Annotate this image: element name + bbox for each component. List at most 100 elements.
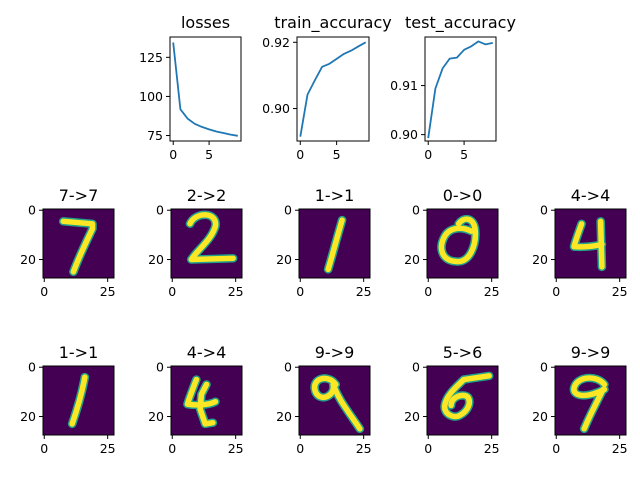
- y-tick-label: 100: [139, 89, 163, 104]
- plot-frame: [424, 36, 497, 142]
- digit-strokes: [323, 215, 347, 274]
- digit-stroke: [197, 381, 216, 427]
- digit-strokes: [440, 371, 494, 421]
- digit-frame: [42, 365, 115, 436]
- x-tick-label: 5: [333, 147, 341, 162]
- digit-frame: [554, 365, 627, 436]
- digit-panel: 5->6 0 25 0 20: [404, 343, 500, 456]
- plot-frame: [296, 36, 370, 142]
- x-tick-label: 25: [100, 441, 116, 456]
- digit-frame: [554, 208, 627, 279]
- series-line: [172, 42, 238, 137]
- y-tick-label: 0: [284, 360, 292, 375]
- y-tick-label: 20: [148, 409, 164, 424]
- x-tick-label: 0: [296, 284, 304, 299]
- digit-panel: 7->7 0 25 0 20: [20, 186, 116, 299]
- x-tick-label: 0: [424, 147, 432, 162]
- digit-frame: [298, 208, 371, 279]
- digit-stroke: [438, 216, 479, 265]
- x-tick-label: 25: [484, 441, 500, 456]
- digit-label: 7->7: [59, 186, 99, 205]
- x-tick-label: 0: [552, 441, 560, 456]
- digit-label: 0->0: [443, 186, 483, 205]
- digit-frame: [298, 365, 371, 436]
- x-tick-label: 25: [356, 441, 372, 456]
- series-line: [427, 40, 493, 139]
- digit-stroke: [441, 376, 473, 420]
- y-tick-label: 0.90: [390, 127, 418, 142]
- digit-panel: 4->4 0 25 0 20: [532, 186, 628, 299]
- digit-frame: [42, 208, 115, 279]
- x-tick-label: 0: [168, 284, 176, 299]
- x-tick-label: 0: [40, 284, 48, 299]
- digit-strokes: [58, 217, 97, 277]
- digit-stroke: [60, 218, 96, 275]
- digit-frame: [426, 365, 499, 436]
- digit-stroke: [311, 375, 363, 432]
- digit-stroke: [571, 221, 605, 250]
- digit-strokes: [67, 372, 90, 429]
- y-tick-label: 20: [532, 252, 548, 267]
- y-tick-label: 0: [28, 203, 36, 218]
- digit-strokes: [569, 373, 609, 434]
- x-tick-label: 0: [169, 147, 177, 162]
- digit-stroke: [325, 217, 345, 273]
- y-tick-label: 0: [540, 203, 548, 218]
- digit-label: 9->9: [315, 343, 355, 362]
- x-tick-label: 25: [612, 441, 628, 456]
- y-tick-label: 0: [156, 360, 164, 375]
- digit-stroke: [571, 375, 608, 432]
- digit-strokes: [437, 214, 480, 266]
- digit-stroke: [184, 376, 219, 408]
- y-tick-label: 0: [540, 360, 548, 375]
- chart-test-accuracy: test_accuracy 0 5 0.90 0.91: [390, 13, 516, 162]
- x-tick-label: 25: [228, 441, 244, 456]
- y-tick-label: 20: [20, 252, 36, 267]
- x-tick-label: 0: [296, 441, 304, 456]
- y-tick-label: 20: [148, 252, 164, 267]
- y-tick-label: 20: [404, 252, 420, 267]
- y-tick-label: 0: [156, 203, 164, 218]
- digit-label: 1->1: [315, 186, 355, 205]
- digit-label: 2->2: [187, 186, 227, 205]
- x-tick-label: 25: [612, 284, 628, 299]
- x-tick-label: 5: [460, 147, 468, 162]
- digit-panel: 9->9 0 25 0 20: [532, 343, 628, 456]
- digit-stroke: [69, 374, 88, 427]
- chart-train-accuracy: train_accuracy 0 5 0.90 0.92: [262, 13, 392, 162]
- digit-panel: 4->4 0 25 0 20: [148, 343, 244, 456]
- digit-label: 4->4: [571, 186, 611, 205]
- x-tick-label: 0: [424, 441, 432, 456]
- x-tick-label: 25: [484, 284, 500, 299]
- chart-title: train_accuracy: [274, 13, 391, 33]
- y-tick-label: 0.90: [262, 101, 290, 116]
- digit-panel: 2->2 0 25 0 20: [148, 186, 244, 299]
- plot-frame: [169, 36, 242, 142]
- digit-label: 9->9: [571, 343, 611, 362]
- digit-strokes: [185, 210, 238, 264]
- y-tick-label: 125: [139, 50, 163, 65]
- series-line: [299, 41, 367, 137]
- digit-frame: [426, 208, 499, 279]
- digit-stroke: [187, 212, 236, 263]
- y-tick-label: 0.92: [262, 35, 290, 50]
- chart-title: losses: [181, 13, 230, 32]
- training-charts: losses 0 5 75 100 125 train_accuracy 0 5 0.90 0.92…: [139, 13, 516, 162]
- digit-panel: 9->9 0 25 0 20: [276, 343, 372, 456]
- y-tick-label: 0: [412, 203, 420, 218]
- digit-predictions: 7->7 0 25 0 20 2->2 0 25 0 20 1->1 0 25 0 20 0->0 0 25 0 20…: [20, 186, 628, 456]
- y-tick-label: 20: [404, 409, 420, 424]
- digit-stroke: [460, 373, 492, 383]
- x-tick-label: 0: [168, 441, 176, 456]
- x-tick-label: 0: [296, 147, 304, 162]
- digit-frame: [170, 365, 243, 436]
- chart-losses: losses 0 5 75 100 125: [139, 13, 242, 162]
- y-tick-label: 75: [147, 128, 163, 143]
- x-tick-label: 5: [205, 147, 213, 162]
- digit-panel: 1->1 0 25 0 20: [276, 186, 372, 299]
- digit-label: 1->1: [59, 343, 99, 362]
- y-tick-label: 0.91: [390, 78, 418, 93]
- digit-frame: [170, 208, 243, 279]
- x-tick-label: 0: [424, 284, 432, 299]
